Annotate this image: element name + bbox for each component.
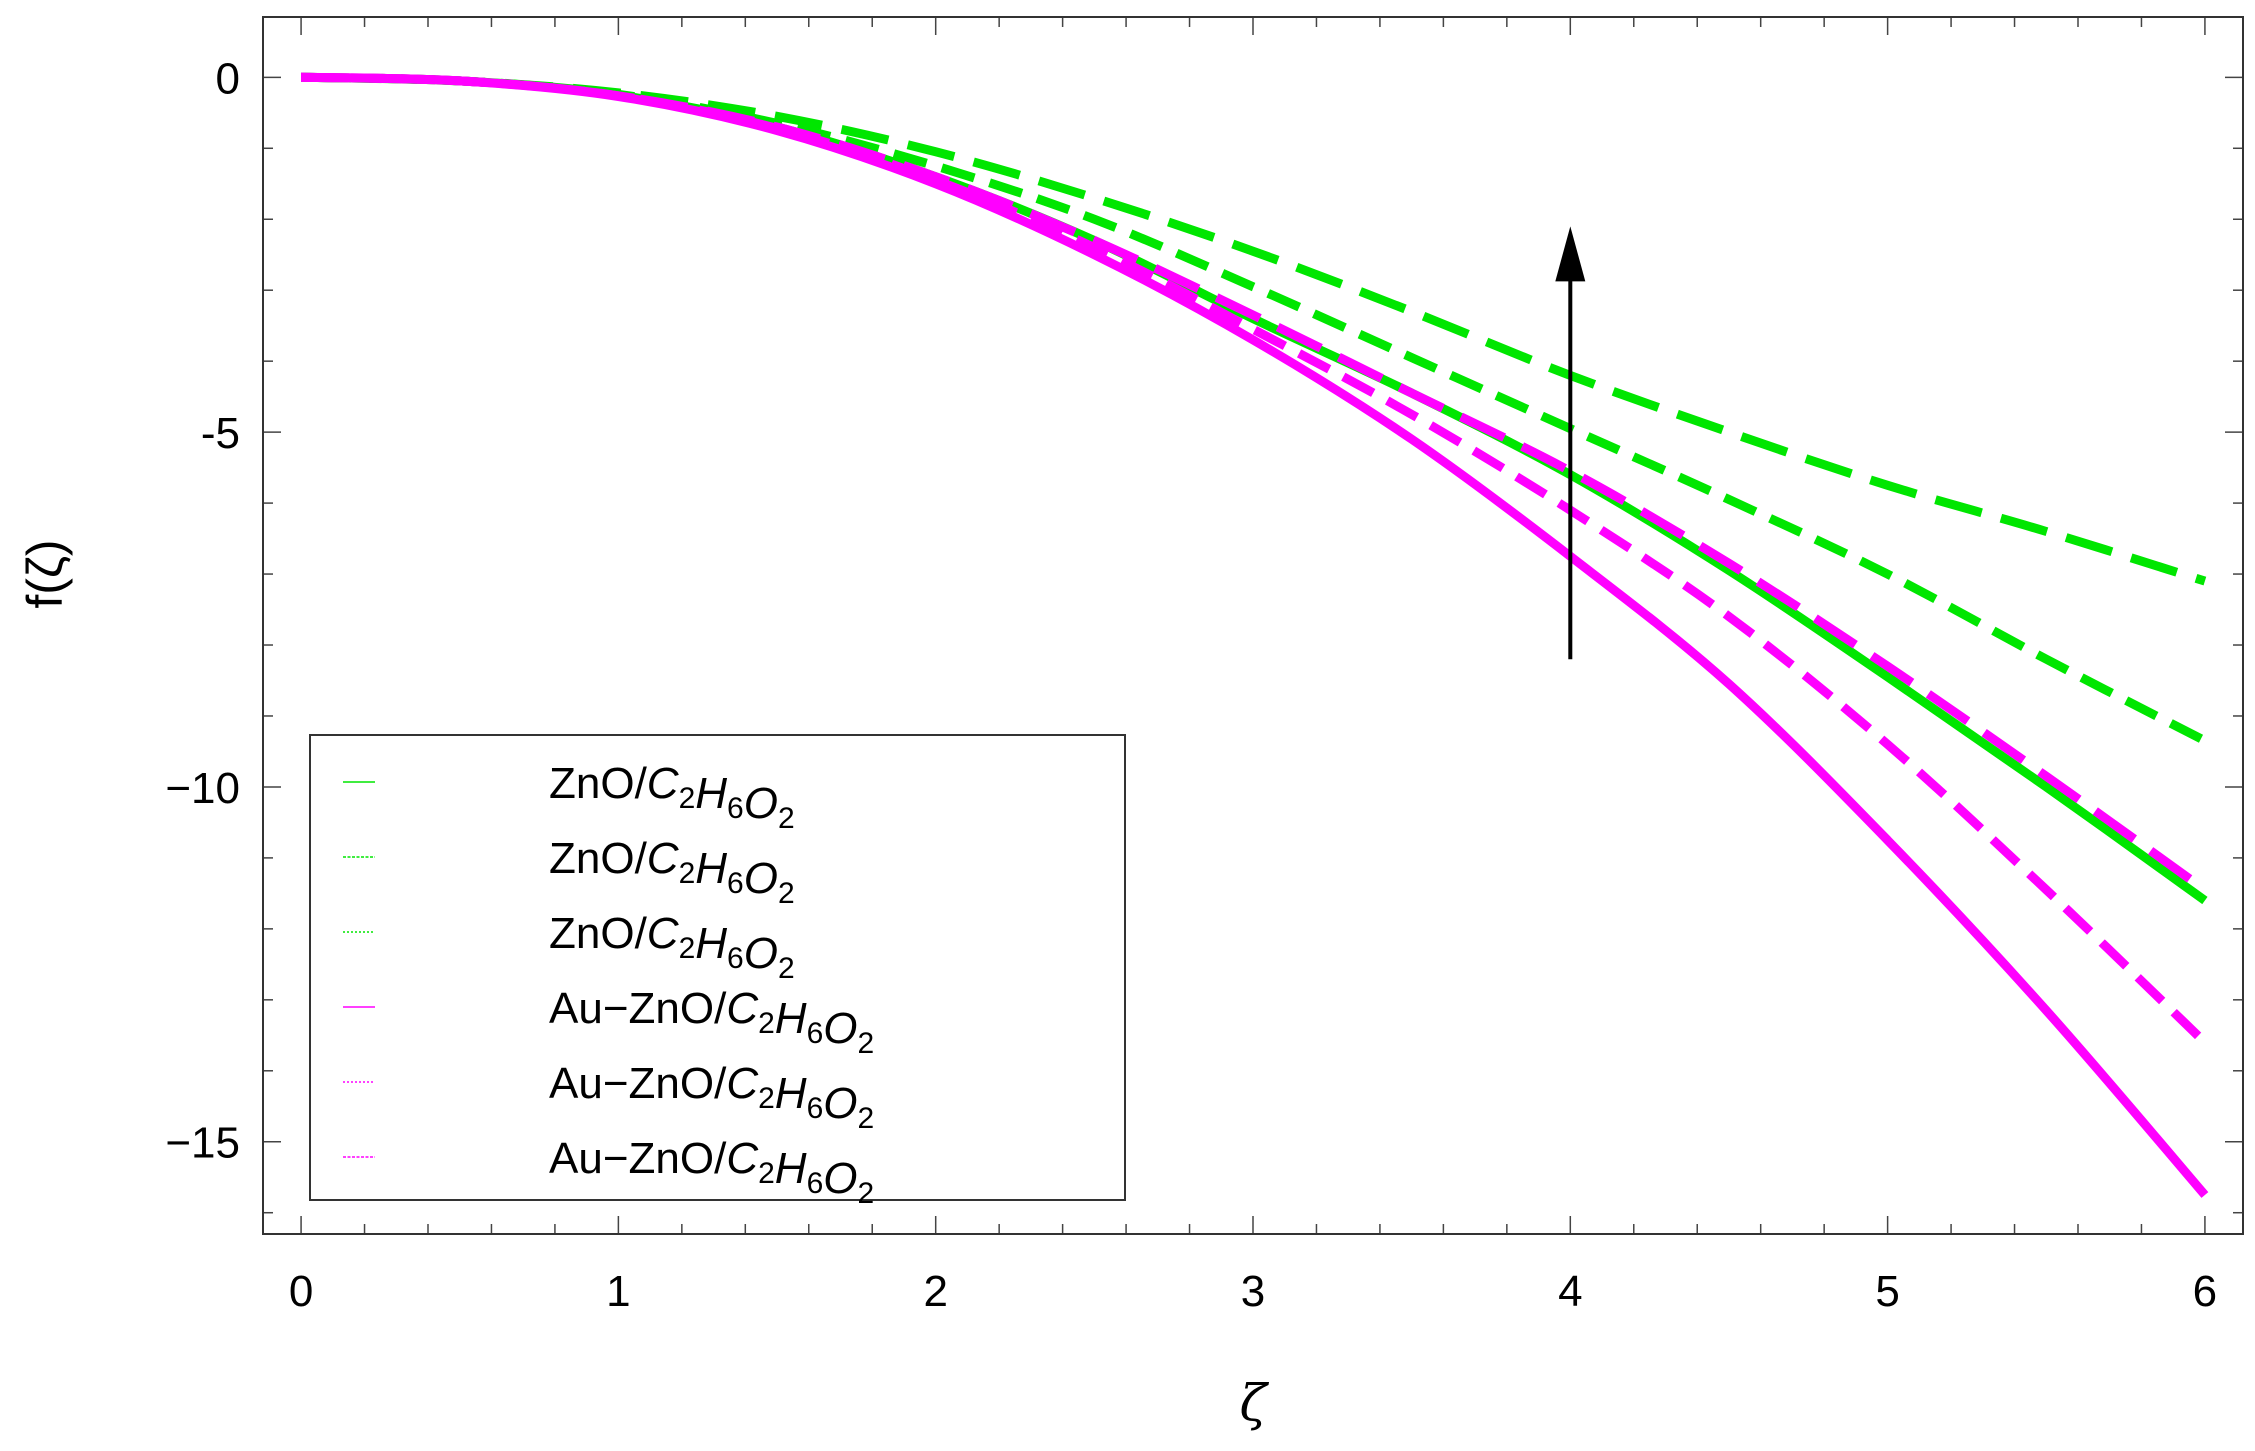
legend-label-subscript: 2 bbox=[758, 1007, 775, 1040]
legend-label-element: C bbox=[726, 1059, 759, 1108]
legend-label-subscript: 2 bbox=[758, 1157, 775, 1190]
annotation-layer bbox=[1555, 226, 1586, 660]
legend-label-subscript: 6 bbox=[727, 942, 744, 975]
legend-label-element: C bbox=[726, 984, 759, 1033]
legend-label-subscript: 6 bbox=[807, 1017, 824, 1050]
legend-label-element: O bbox=[744, 929, 778, 978]
y-tick-label: −10 bbox=[165, 764, 240, 813]
legend-label-subscript: 2 bbox=[778, 952, 795, 985]
legend-label-subscript: 2 bbox=[857, 1102, 874, 1135]
legend: ZnO/C2H6O2ZnO/C2H6O2ZnO/C2H6O2Au−ZnO/C2H… bbox=[309, 734, 1126, 1210]
legend-label-base: ZnO/ bbox=[549, 759, 648, 808]
x-tick-label: 6 bbox=[2193, 1267, 2217, 1316]
x-tick-label: 4 bbox=[1558, 1267, 1582, 1316]
series-line-4 bbox=[300, 72, 2209, 1198]
x-tick-label: 0 bbox=[289, 1267, 313, 1316]
legend-label-subscript: 6 bbox=[727, 867, 744, 900]
legend-label-element: H bbox=[695, 844, 727, 893]
x-tick-label: 2 bbox=[923, 1267, 947, 1316]
x-tick-label: 3 bbox=[1241, 1267, 1265, 1316]
legend-label-6: Au−ZnO/C2H6O2 bbox=[549, 1134, 874, 1210]
legend-label-base: Au−ZnO/ bbox=[549, 1059, 727, 1108]
legend-label-1: ZnO/C2H6O2 bbox=[549, 759, 795, 835]
y-axis-label: f(ζ) bbox=[17, 539, 73, 608]
legend-label-element: H bbox=[775, 994, 807, 1043]
x-tick-label: 1 bbox=[606, 1267, 630, 1316]
x-axis-label: ζ bbox=[1239, 1374, 1269, 1432]
legend-label-element: O bbox=[744, 854, 778, 903]
series-layer bbox=[300, 72, 2209, 1198]
series-line-2 bbox=[300, 72, 2207, 745]
series-line-3 bbox=[300, 72, 2207, 586]
legend-label-subscript: 2 bbox=[679, 857, 696, 890]
legend-label-3: ZnO/C2H6O2 bbox=[549, 909, 795, 985]
legend-label-element: H bbox=[695, 919, 727, 968]
legend-label-subscript: 2 bbox=[679, 932, 696, 965]
legend-label-base: ZnO/ bbox=[549, 909, 648, 958]
legend-label-element: C bbox=[647, 834, 680, 883]
series-line-6 bbox=[300, 72, 2209, 1046]
legend-label-subscript: 6 bbox=[807, 1167, 824, 1200]
tick-labels: 0 1 2 3 4 5 6 0 -5 −10 −15 bbox=[165, 54, 2217, 1316]
y-tick-label: -5 bbox=[201, 409, 240, 458]
legend-label-element: O bbox=[823, 1154, 857, 1203]
legend-label-element: H bbox=[775, 1144, 807, 1193]
legend-label-subscript: 6 bbox=[807, 1092, 824, 1125]
legend-label-5: Au−ZnO/C2H6O2 bbox=[549, 1059, 874, 1135]
legend-label-base: ZnO/ bbox=[549, 834, 648, 883]
legend-label-element: H bbox=[695, 769, 727, 818]
legend-label-element: C bbox=[726, 1134, 759, 1183]
legend-label-2: ZnO/C2H6O2 bbox=[549, 834, 795, 910]
x-tick-label: 5 bbox=[1875, 1267, 1899, 1316]
legend-box bbox=[309, 734, 1126, 1201]
legend-label-subscript: 2 bbox=[857, 1027, 874, 1060]
legend-label-element: C bbox=[647, 759, 680, 808]
plot-frame bbox=[262, 16, 2244, 1235]
legend-label-subscript: 2 bbox=[758, 1082, 775, 1115]
y-tick-label: 0 bbox=[216, 54, 240, 103]
legend-label-subscript: 6 bbox=[727, 792, 744, 825]
legend-label-subscript: 2 bbox=[857, 1177, 874, 1210]
legend-label-element: H bbox=[775, 1069, 807, 1118]
legend-label-base: Au−ZnO/ bbox=[549, 1134, 727, 1183]
y-tick-label: −15 bbox=[165, 1119, 240, 1168]
series-line-5 bbox=[300, 72, 2208, 894]
legend-label-subscript: 2 bbox=[778, 877, 795, 910]
legend-label-4: Au−ZnO/C2H6O2 bbox=[549, 984, 874, 1060]
legend-label-element: O bbox=[823, 1004, 857, 1053]
arrow-head bbox=[1555, 226, 1586, 282]
legend-label-base: Au−ZnO/ bbox=[549, 984, 727, 1033]
legend-label-element: O bbox=[823, 1079, 857, 1128]
legend-label-element: C bbox=[647, 909, 680, 958]
legend-label-element: O bbox=[744, 779, 778, 828]
legend-label-subscript: 2 bbox=[778, 802, 795, 835]
axis-ticks bbox=[263, 17, 2243, 1234]
legend-label-subscript: 2 bbox=[679, 782, 696, 815]
